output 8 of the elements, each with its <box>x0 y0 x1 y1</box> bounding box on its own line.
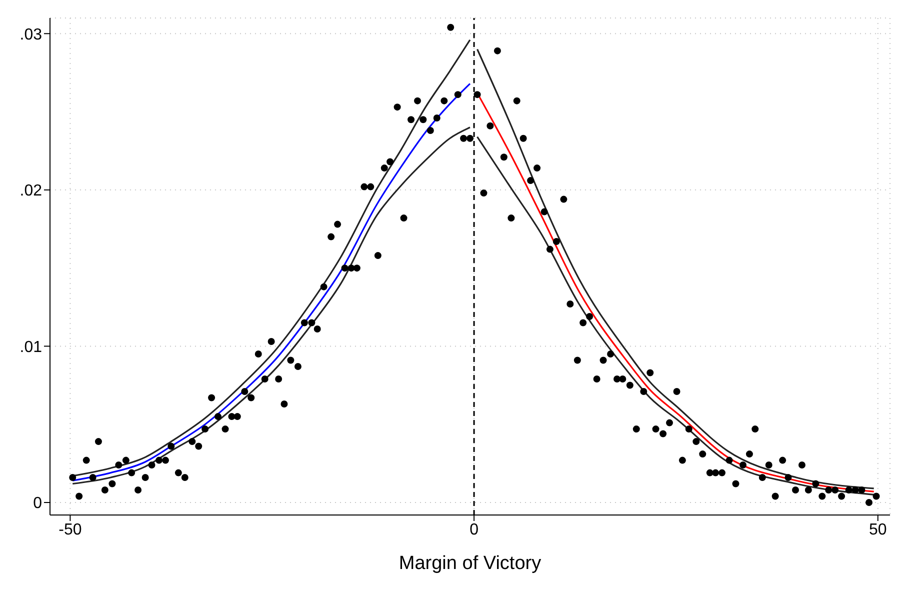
x-axis-title: Margin of Victory <box>398 553 542 574</box>
y-tick-label: 0 <box>33 495 42 512</box>
y-tick-label: .03 <box>20 26 42 44</box>
x-tick-label: 50 <box>868 521 887 538</box>
x-tick-label: 0 <box>470 521 479 538</box>
y-tick-label: .02 <box>20 182 42 200</box>
x-tick-label: -50 <box>58 521 82 538</box>
y-tick-label: .01 <box>20 338 42 356</box>
